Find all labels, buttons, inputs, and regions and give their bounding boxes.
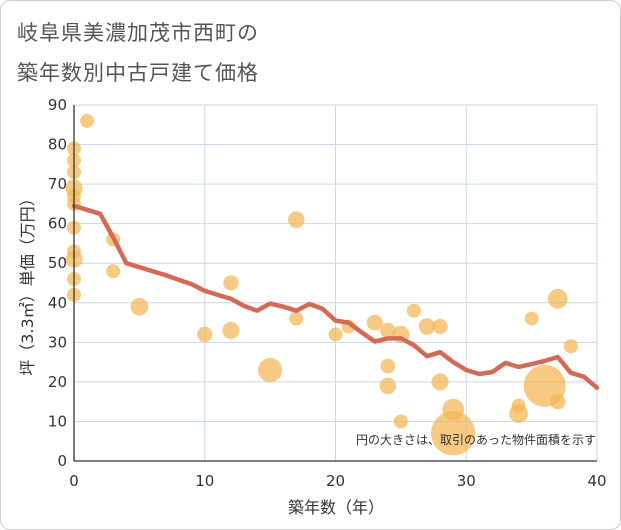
scatter-point [379,377,397,395]
scatter-point [524,311,539,326]
chart-title-line2: 築年数別中古戸建て価格 [17,61,259,85]
scatter-point [366,314,383,331]
y-tick-label: 20 [48,373,67,391]
scatter-point [223,275,239,291]
chart-title-line1: 岐阜県美濃加茂市西町の [17,21,259,45]
scatter-point [380,322,396,339]
y-tick-label: 90 [48,96,67,114]
y-tick-label: 10 [48,412,67,430]
scatter-point [197,326,213,343]
scatter-point [563,339,578,354]
x-tick-label: 20 [326,472,345,490]
average-price-line [71,203,600,391]
scatter-point [547,288,568,309]
x-tick-label: 10 [195,472,214,490]
scatter-point [130,297,149,316]
y-tick-label: 30 [48,333,67,351]
average-line-series [71,203,600,391]
scatter-point [431,411,476,456]
axes [73,105,597,462]
scatter-point [406,303,421,318]
scatter-point [289,311,304,326]
y-tick-label: 70 [48,175,67,193]
y-tick-label: 50 [48,254,67,272]
x-tick-label: 0 [69,472,79,490]
tick-labels: 0 10 20 30 40 50 60 70 80 90 0 10 20 30 40 [48,96,607,490]
y-tick-label: 0 [57,452,67,470]
y-tick-label: 80 [48,136,67,154]
scatter-point [509,404,528,423]
scatter-point [222,321,240,340]
bubble-series [65,113,578,456]
scatter-point [287,211,305,228]
scatter-point [550,393,566,410]
scatter-point [380,358,396,374]
scatter-point [418,318,436,335]
scatter-point [80,113,95,128]
scatter-point [432,318,448,335]
scatter-point [328,327,343,342]
y-tick-label: 40 [48,294,67,312]
y-axis-label: 坪（3.3㎡）単価（万円） [18,190,37,375]
bubble-size-note: 円の大きさは、取引のあった物件面積を示す [356,432,596,447]
y-tick-label: 60 [48,215,67,233]
scatter-point [431,373,449,391]
scatter-point [393,414,408,429]
x-axis-label: 築年数（年） [288,498,384,517]
x-tick-label: 40 [587,472,606,490]
scatter-point [258,357,283,383]
x-tick-label: 30 [457,472,476,490]
scatter-point [106,264,121,279]
